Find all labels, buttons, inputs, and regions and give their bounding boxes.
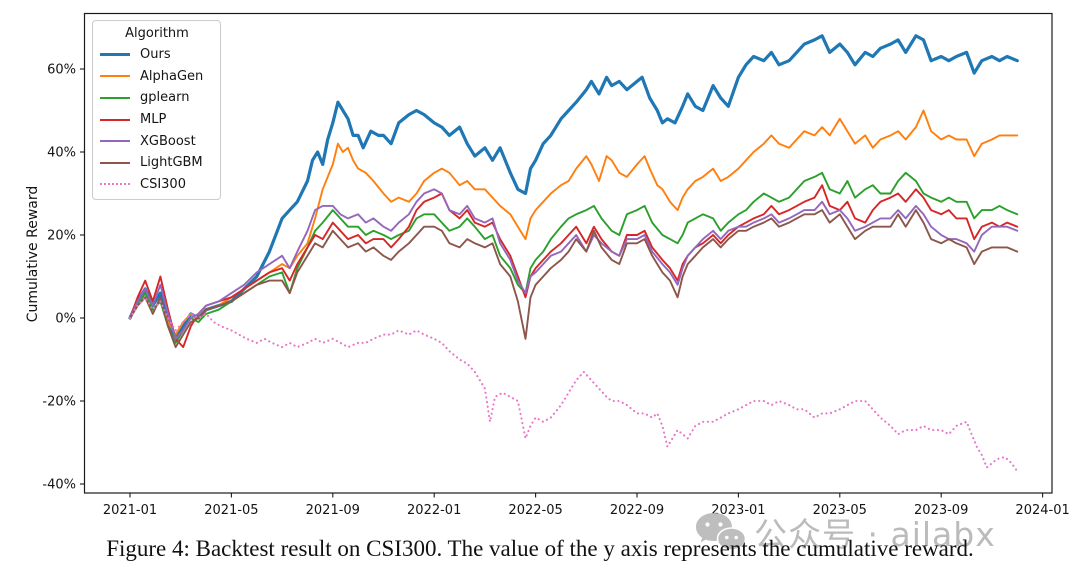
y-tick-label: -40% [42, 478, 76, 493]
x-tick-label: 2022-01 [407, 503, 461, 518]
x-tick-label: 2021-05 [204, 503, 258, 518]
y-tick-label: -20% [42, 395, 76, 410]
wechat-icon [696, 513, 746, 553]
legend-swatch-XGBoost [100, 140, 130, 143]
legend-label: gplearn [140, 90, 190, 106]
y-axis: -40% -20% 0% 20% 40% 60% [42, 63, 85, 493]
legend-label: XGBoost [140, 133, 196, 149]
y-tick-label: 0% [55, 312, 76, 327]
x-axis: 2021-01 2021-05 2021-09 2022-01 2022-05 2022-… [103, 493, 1070, 518]
legend-item-AlphaGen: AlphaGen [100, 66, 214, 88]
y-tick-label: 40% [47, 146, 76, 161]
y-tick-label: 20% [47, 229, 76, 244]
legend-swatch-CSI300 [100, 183, 130, 186]
legend-label: CSI300 [140, 176, 186, 192]
legend-item-gplearn: gplearn [100, 87, 214, 109]
x-tick-label: 2021-01 [103, 503, 157, 518]
series-line-AlphaGen [129, 109, 1019, 336]
series-line-Ours [128, 34, 1019, 341]
series-line-gplearn [129, 171, 1019, 344]
legend-label: Ours [140, 47, 171, 63]
figure-caption: Figure 4: Backtest result on CSI300. The… [106, 536, 974, 561]
x-tick-label: 2021-09 [306, 503, 360, 518]
legend-item-Ours: Ours [100, 44, 214, 66]
plot-area: 2021-01 2021-05 2021-09 2022-01 2022-05 2022-… [42, 12, 1070, 518]
legend-item-XGBoost: XGBoost [100, 130, 214, 152]
legend-swatch-AlphaGen [100, 75, 130, 78]
x-tick-label: 2023-01 [711, 503, 765, 518]
series-line-CSI300 [128, 296, 1019, 473]
legend: Algorithm Ours AlphaGen gplearn MLP XGBoost L… [92, 20, 221, 200]
watermark: 公众号 · ailabx [694, 508, 996, 556]
legend-label: LightGBM [140, 155, 203, 171]
series-line-LightGBM [129, 209, 1019, 349]
x-tick-label: 2023-09 [914, 503, 968, 518]
watermark-text: 公众号 · ailabx [754, 515, 996, 554]
legend-item-LightGBM: LightGBM [100, 152, 214, 174]
legend-swatch-LightGBM [100, 161, 130, 164]
legend-item-CSI300: CSI300 [100, 174, 214, 196]
x-tick-label: 2024-01 [1015, 503, 1069, 518]
x-tick-label: 2022-05 [508, 503, 562, 518]
y-axis-label: Cumulative Reward [25, 185, 41, 323]
legend-swatch-gplearn [100, 96, 130, 99]
y-tick-label: 60% [47, 63, 76, 78]
x-tick-label: 2023-05 [813, 503, 867, 518]
axes-frame [83, 12, 1053, 494]
series-line-XGBoost [129, 188, 1019, 340]
legend-title: Algorithm [125, 26, 189, 41]
legend-swatch-Ours [100, 53, 130, 57]
x-tick-label: 2022-09 [610, 503, 664, 518]
legend-label: AlphaGen [140, 68, 204, 84]
series-line-MLP [129, 184, 1019, 349]
legend-item-MLP: MLP [100, 109, 214, 131]
legend-label: MLP [140, 112, 167, 128]
legend-swatch-MLP [100, 118, 130, 121]
